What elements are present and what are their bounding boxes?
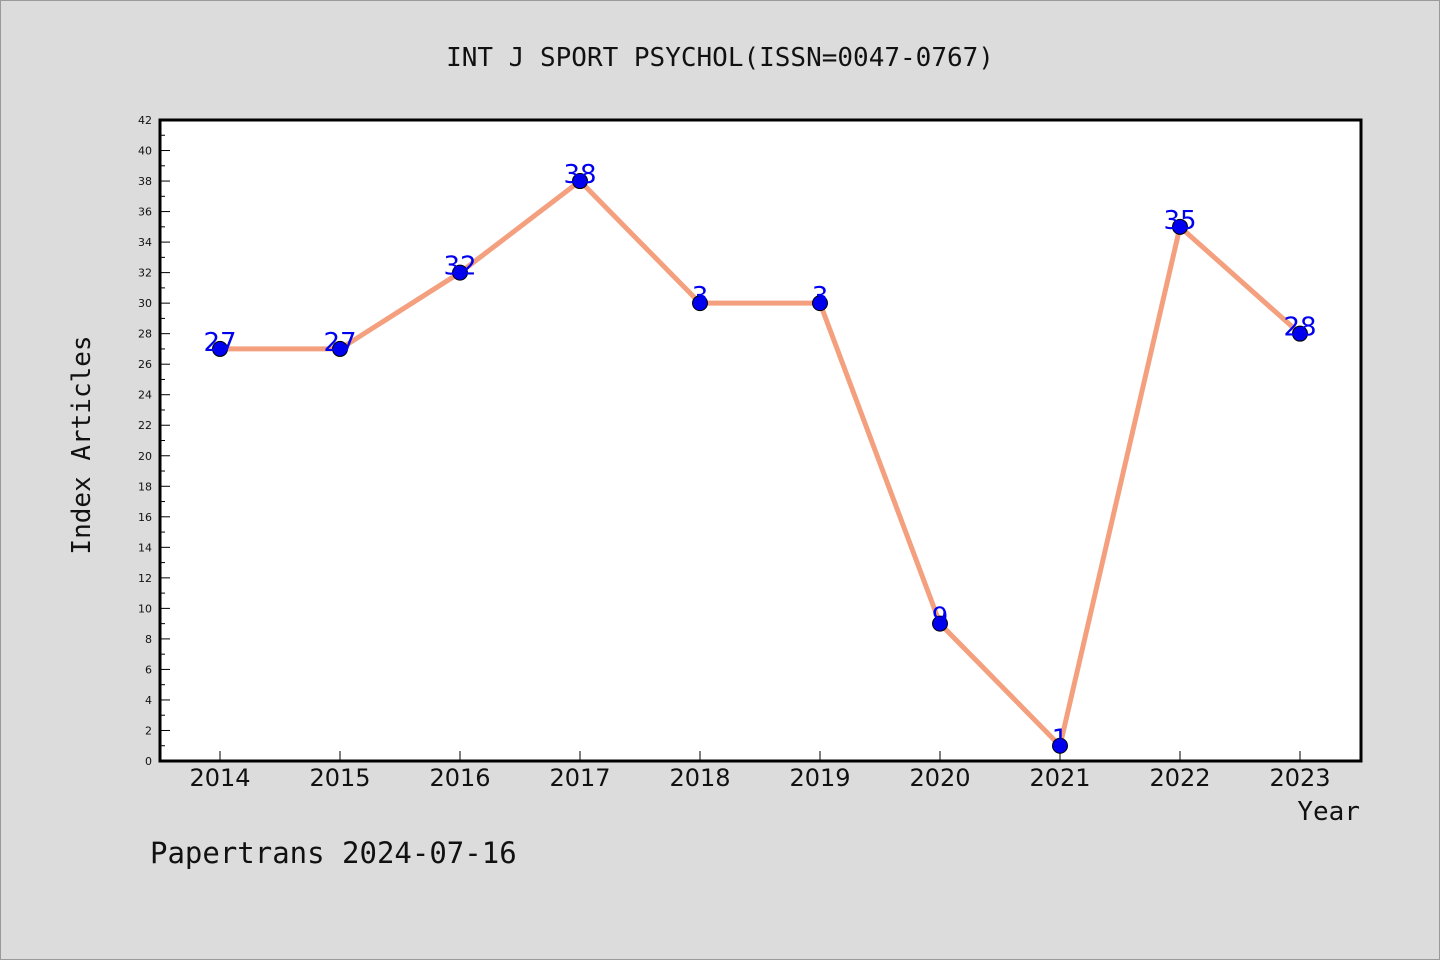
y-tick-label: 8	[145, 633, 152, 646]
x-tick-label: 2021	[1029, 764, 1090, 792]
data-label-2015: 27	[323, 328, 356, 358]
y-tick-label: 16	[138, 511, 152, 524]
x-tick-label: 2019	[789, 764, 850, 792]
chart-title: INT J SPORT PSYCHOL(ISSN=0047-0767)	[446, 43, 994, 73]
data-label-2021: 1	[1052, 725, 1069, 755]
y-tick-label: 12	[138, 572, 152, 585]
data-point-2018	[692, 295, 708, 312]
data-label-2022: 35	[1163, 206, 1196, 236]
data-point-2014	[212, 340, 228, 357]
y-tick-label: 22	[138, 419, 152, 432]
data-point-2016	[452, 264, 468, 281]
y-tick-label: 38	[138, 175, 152, 188]
data-point-2023	[1292, 325, 1308, 342]
y-tick-label: 34	[138, 236, 152, 249]
data-point-2019	[812, 295, 828, 312]
footer-credit: Papertrans 2024-07-16	[150, 836, 517, 870]
y-tick-label: 10	[138, 602, 152, 615]
y-tick-label: 40	[138, 145, 152, 158]
x-axis-title: Year	[1297, 797, 1360, 827]
y-tick-label: 30	[138, 297, 152, 310]
plot-area	[158, 118, 1363, 763]
data-label-2014: 27	[203, 328, 236, 358]
data-point-2021	[1052, 737, 1068, 754]
x-tick-label: 2015	[309, 764, 370, 792]
data-point-2020	[932, 615, 948, 632]
y-tick-label: 2	[145, 724, 152, 737]
y-tick-label: 36	[138, 206, 152, 219]
y-tick-label: 20	[138, 450, 152, 463]
y-tick-label: 32	[138, 267, 152, 280]
series-points-group	[212, 173, 1308, 754]
x-tick-label: 2023	[1269, 764, 1330, 792]
y-tick-label: 4	[145, 694, 152, 707]
y-tick-label: 42	[138, 114, 152, 127]
data-label-2018: 3	[692, 282, 709, 312]
y-tick-label: 26	[138, 358, 152, 371]
y-tick-label: 14	[138, 541, 152, 554]
y-tick-label: 6	[145, 663, 152, 676]
x-tick-label: 2020	[909, 764, 970, 792]
y-tick-label: 24	[138, 389, 152, 402]
y-tick-label: 28	[138, 328, 152, 341]
x-tick-label: 2022	[1149, 764, 1210, 792]
data-labels-group: 27 27 32 38 3 3 9 1 35 28	[203, 160, 1316, 755]
x-tick-label: 2018	[669, 764, 730, 792]
data-point-2017	[572, 173, 588, 190]
data-label-2017: 38	[563, 160, 596, 190]
y-tick-label: 18	[138, 480, 152, 493]
data-label-2019: 3	[812, 282, 829, 312]
x-tick-label: 2014	[189, 764, 250, 792]
data-point-2022	[1172, 218, 1188, 235]
x-tick-label: 2017	[549, 764, 610, 792]
series-line-group	[217, 178, 1303, 749]
series-line	[217, 178, 1303, 749]
x-tick-label: 2016	[429, 764, 490, 792]
y-axis-title: Index Articles	[67, 335, 97, 554]
data-point-2015	[332, 340, 348, 357]
data-label-2020: 9	[932, 603, 949, 633]
data-label-2016: 32	[443, 252, 476, 282]
data-label-2023: 28	[1283, 313, 1316, 343]
x-axis: 2014 2015 2016 2017 2018 2019 2020 2021 2022 2023	[189, 751, 1331, 792]
y-tick-label: 0	[145, 755, 152, 768]
